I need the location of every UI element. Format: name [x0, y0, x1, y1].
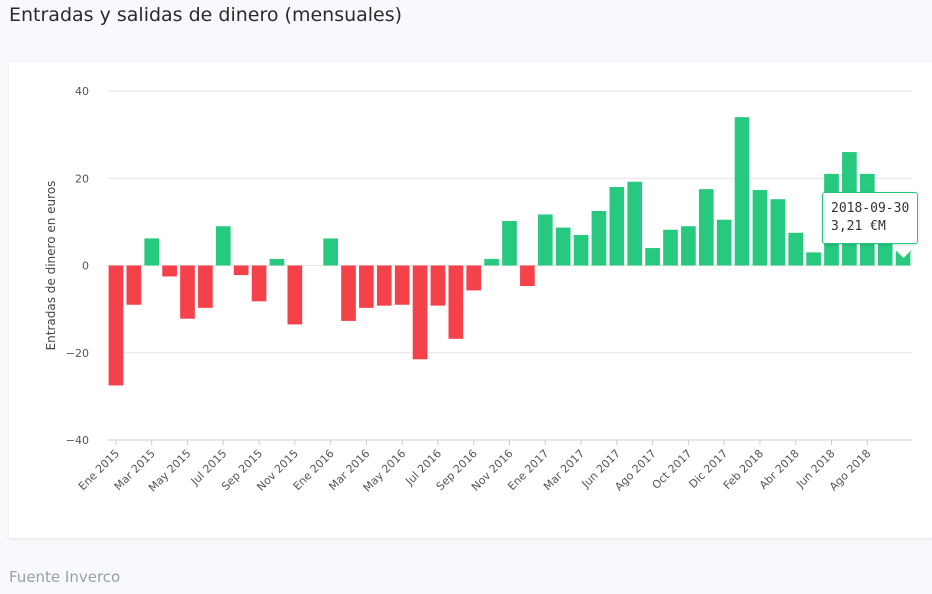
bar[interactable]: [537, 214, 553, 266]
bar[interactable]: [466, 265, 482, 291]
bar[interactable]: [555, 227, 571, 266]
bar[interactable]: [806, 252, 821, 266]
bar[interactable]: [233, 265, 249, 276]
bar[interactable]: [215, 226, 231, 266]
x-tick-label: Abr 2018: [757, 447, 802, 492]
bar[interactable]: [573, 234, 589, 266]
bar[interactable]: [287, 265, 303, 325]
bar[interactable]: [752, 190, 768, 266]
bar[interactable]: [376, 265, 392, 306]
bar[interactable]: [698, 189, 714, 266]
tooltip-date: 2018-09-30: [831, 201, 910, 216]
bar[interactable]: [716, 219, 732, 266]
bar[interactable]: [198, 265, 213, 308]
bar[interactable]: [663, 229, 678, 266]
chart-card: 40 20 0 −20 −40 Entradas de dinero en euros En…: [9, 62, 932, 538]
y-tick-label: 20: [75, 172, 89, 185]
bar[interactable]: [520, 265, 535, 287]
chart-tooltip: 2018-09-30 3,21 €M: [822, 192, 919, 244]
bar[interactable]: [341, 265, 356, 321]
bar[interactable]: [448, 265, 464, 339]
bar[interactable]: [734, 117, 750, 266]
bar[interactable]: [609, 186, 625, 266]
bar[interactable]: [126, 265, 142, 305]
bar[interactable]: [108, 265, 124, 386]
bar[interactable]: [627, 181, 643, 266]
bar[interactable]: [162, 265, 177, 277]
y-tick-label: −40: [66, 434, 89, 447]
bar[interactable]: [323, 238, 338, 266]
bar[interactable]: [430, 265, 446, 306]
y-tick-label: 0: [82, 260, 89, 273]
page-title: Entradas y salidas de dinero (mensuales): [9, 4, 403, 26]
bar[interactable]: [681, 226, 696, 266]
bar[interactable]: [144, 238, 160, 266]
bar[interactable]: [591, 210, 607, 266]
source-note: Fuente Inverco: [9, 568, 121, 586]
bar[interactable]: [770, 199, 786, 266]
bar[interactable]: [645, 248, 660, 266]
bar[interactable]: [180, 265, 195, 319]
y-tick-label: 40: [75, 85, 89, 98]
bar[interactable]: [269, 258, 285, 266]
y-axis-label: Entradas de dinero en euros: [44, 181, 58, 351]
x-tick-label: Oct 2017: [650, 447, 695, 492]
bar[interactable]: [788, 232, 804, 266]
bar[interactable]: [412, 265, 428, 360]
bar[interactable]: [359, 265, 374, 308]
y-tick-label: −20: [66, 347, 89, 360]
bar[interactable]: [484, 258, 499, 266]
bar[interactable]: [394, 265, 410, 305]
bar[interactable]: [502, 221, 517, 266]
tooltip-value: 3,21 €M: [831, 219, 886, 234]
bar[interactable]: [251, 265, 267, 302]
